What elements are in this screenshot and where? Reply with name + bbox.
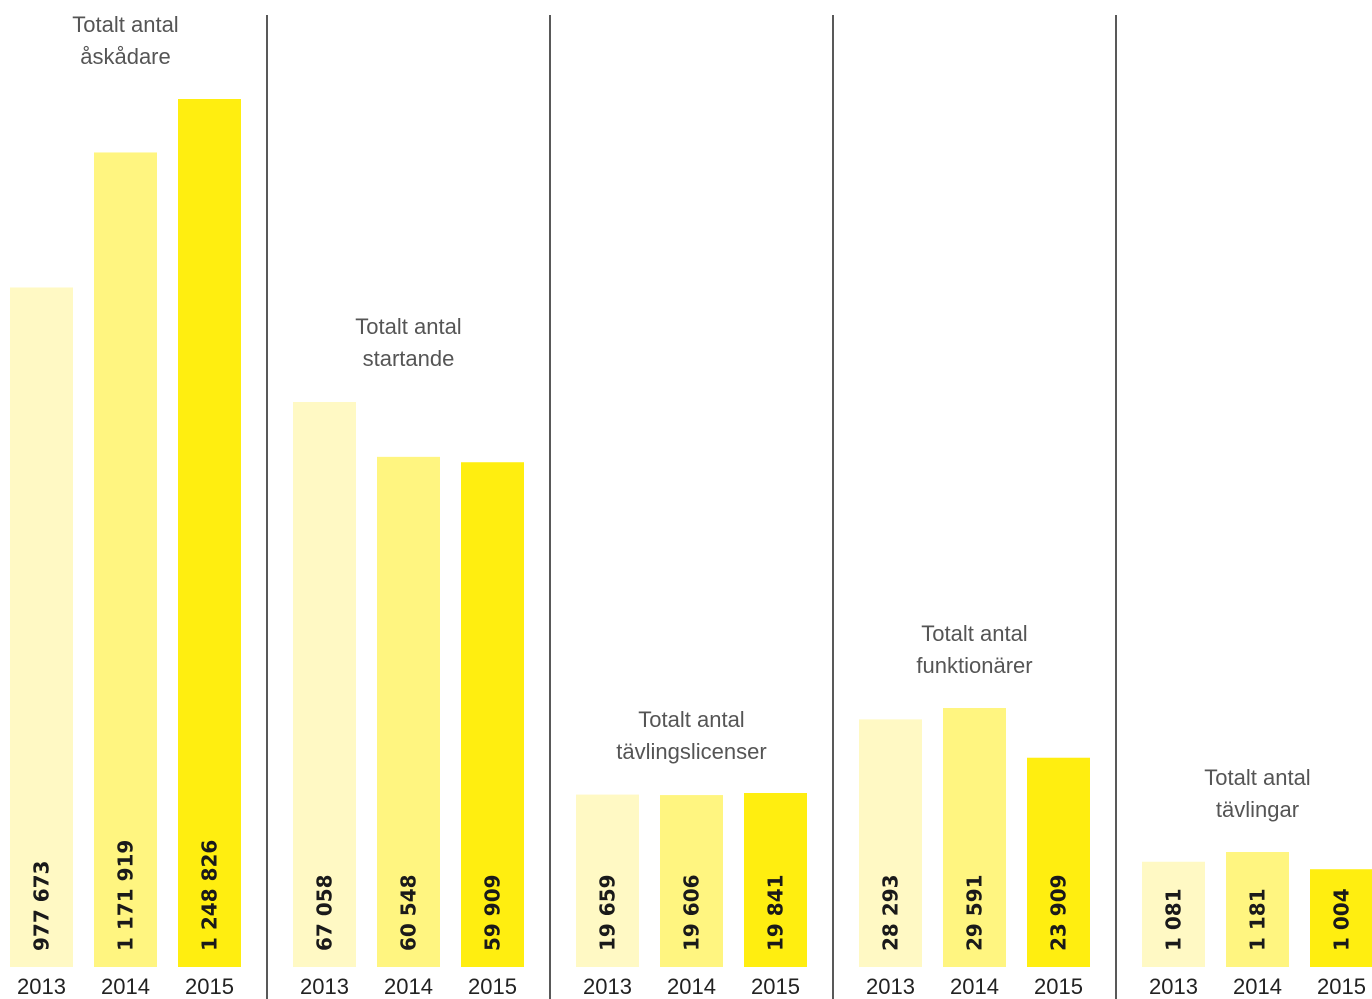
bar-value-label: 23 909 <box>1047 874 1071 951</box>
year-tick-label: 2013 <box>300 974 349 999</box>
bar-2014 <box>377 456 440 967</box>
year-tick-label: 2013 <box>17 974 66 999</box>
bar-value-label: 67 058 <box>313 874 337 951</box>
year-tick-label: 2014 <box>384 974 433 999</box>
bar-2015 <box>744 793 807 967</box>
bar-value-label: 28 293 <box>879 874 903 951</box>
bar-2014 <box>943 708 1006 967</box>
bar-2015 <box>1027 757 1090 967</box>
panel-title-line: startande <box>363 346 455 371</box>
panel-title-line: Totalt antal <box>355 314 461 339</box>
year-tick-label: 2015 <box>1317 974 1366 999</box>
panel-title-line: Totalt antal <box>921 621 1027 646</box>
panel-title-line: tävlingslicenser <box>616 739 766 764</box>
bar-2014 <box>94 152 157 968</box>
panel-title-line: åskådare <box>80 44 171 69</box>
bar-value-label: 59 909 <box>481 874 505 951</box>
panel-title-line: funktionärer <box>916 653 1032 678</box>
bar-2013 <box>293 402 356 967</box>
bar-2015 <box>178 99 241 967</box>
bar-2015 <box>1310 869 1372 967</box>
year-tick-label: 2014 <box>1233 974 1282 999</box>
bar-2015 <box>461 462 524 967</box>
bar-2013 <box>10 287 73 967</box>
bar-value-label: 977 673 <box>30 861 54 951</box>
year-tick-label: 2013 <box>866 974 915 999</box>
bar-2013 <box>576 794 639 967</box>
bar-2013 <box>1142 861 1205 967</box>
year-tick-label: 2015 <box>468 974 517 999</box>
year-tick-label: 2014 <box>950 974 999 999</box>
panel-title-line: Totalt antal <box>1204 765 1310 790</box>
bar-2014 <box>1226 852 1289 967</box>
year-tick-label: 2015 <box>185 974 234 999</box>
year-tick-label: 2015 <box>751 974 800 999</box>
year-tick-label: 2014 <box>101 974 150 999</box>
year-tick-label: 2015 <box>1034 974 1083 999</box>
bar-value-label: 1 248 826 <box>198 840 222 951</box>
bar-value-label: 19 606 <box>680 874 704 951</box>
bar-value-label: 60 548 <box>397 874 421 951</box>
bar-value-label: 19 659 <box>596 874 620 951</box>
year-tick-label: 2014 <box>667 974 716 999</box>
panel-title-line: Totalt antal <box>638 707 744 732</box>
bar-value-label: 19 841 <box>764 874 788 951</box>
year-tick-label: 2013 <box>1149 974 1198 999</box>
bar-2013 <box>859 719 922 967</box>
bar-value-label: 1 081 <box>1162 888 1186 951</box>
bar-value-label: 29 591 <box>963 874 987 951</box>
bar-2014 <box>660 795 723 967</box>
year-tick-label: 2013 <box>583 974 632 999</box>
bar-value-label: 1 181 <box>1246 888 1270 951</box>
panel-title-line: Totalt antal <box>72 12 178 37</box>
bar-value-label: 1 004 <box>1330 888 1354 951</box>
bar-value-label: 1 171 919 <box>114 840 138 951</box>
panel-title-line: tävlingar <box>1216 797 1299 822</box>
